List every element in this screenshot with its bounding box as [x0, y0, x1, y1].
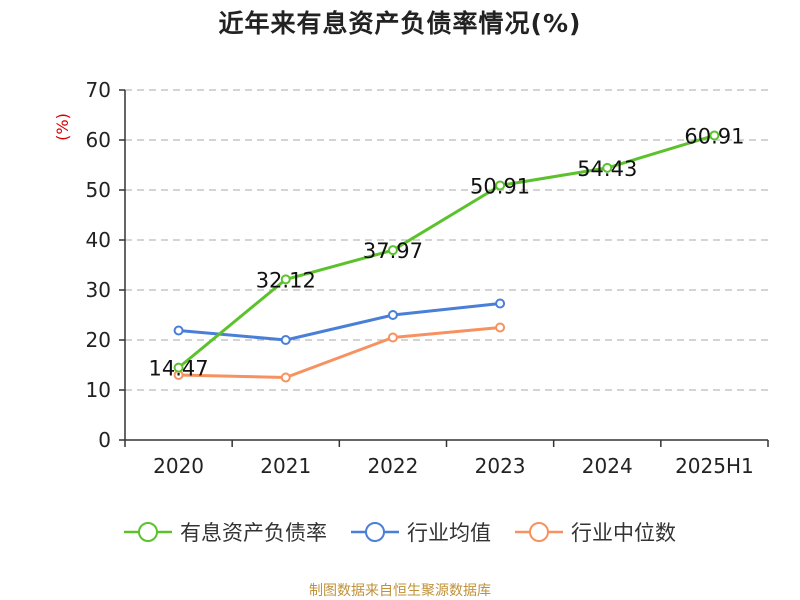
data-label: 54.43 — [577, 157, 637, 181]
x-tick-label: 2023 — [475, 454, 526, 478]
data-label: 37.97 — [363, 239, 423, 263]
y-tick-label: 20 — [86, 328, 111, 352]
data-point — [173, 325, 184, 336]
data-point — [495, 322, 506, 333]
legend-marker-industry-median — [515, 522, 563, 542]
x-tick-label: 2022 — [367, 454, 418, 478]
legend-item-company[interactable]: 有息资产负债率 — [124, 517, 327, 547]
y-tick-label: 30 — [86, 278, 111, 302]
data-point — [387, 310, 398, 320]
y-tick-label: 60 — [86, 128, 111, 152]
data-label: 14.47 — [149, 357, 209, 381]
series-line-2 — [178, 326, 501, 379]
x-tick-label: 2024 — [582, 454, 633, 478]
legend-label-industry-avg: 行业均值 — [407, 521, 491, 545]
data-point — [387, 245, 398, 256]
y-tick-label: 70 — [86, 78, 111, 102]
legend-marker-industry-avg — [351, 522, 399, 542]
y-tick-label: 40 — [86, 228, 111, 252]
series-line-0 — [177, 133, 715, 369]
source-note: 制图数据来自恒生聚源数据库 — [309, 583, 491, 599]
data-point — [387, 332, 398, 343]
data-label: 32.12 — [256, 268, 316, 292]
legend-label-industry-median: 行业中位数 — [571, 521, 676, 545]
data-point — [280, 274, 291, 285]
data-label: 50.91 — [470, 174, 530, 198]
y-tick-label: 10 — [86, 378, 111, 402]
data-label: 60.91 — [684, 124, 744, 148]
y-tick-label: 0 — [98, 428, 111, 452]
data-point — [173, 362, 184, 373]
series-line-1 — [178, 302, 501, 342]
legend-item-industry-median[interactable]: 行业中位数 — [515, 517, 676, 547]
x-tick-label: 2025H1 — [675, 454, 754, 478]
x-tick-label: 2021 — [260, 454, 311, 478]
data-point — [602, 162, 613, 173]
y-tick-label: 50 — [86, 178, 111, 202]
x-tick-label: 2020 — [153, 454, 204, 478]
data-point — [280, 372, 291, 383]
data-point — [709, 130, 720, 141]
legend-item-industry-avg[interactable]: 行业均值 — [351, 517, 491, 547]
legend-label-company: 有息资产负债率 — [180, 521, 327, 545]
data-point — [495, 298, 506, 309]
data-point — [495, 180, 506, 191]
chart-legend: 有息资产负债率 行业均值 行业中位数 — [0, 517, 800, 547]
chart-title: 近年来有息资产负债率情况(%) — [218, 9, 582, 38]
legend-marker-company — [124, 522, 172, 542]
y-axis-label: (%) — [53, 113, 72, 141]
data-point — [280, 335, 291, 345]
